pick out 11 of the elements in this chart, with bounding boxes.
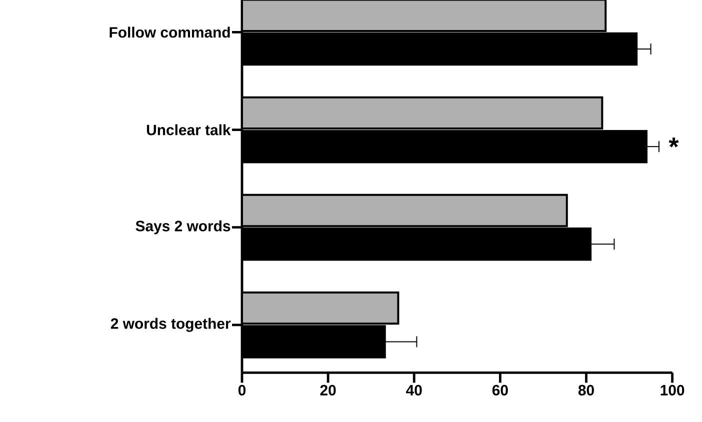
y-tick-label: Follow command [110, 26, 230, 38]
y-tick-label: 2 words together [110, 318, 231, 332]
y-tick-label: Says 2 words [136, 220, 230, 234]
y-tick-label: Unclear talk [146, 124, 231, 136]
x-tick-label: 60 [492, 384, 508, 396]
x-tick-label: 20 [320, 384, 336, 396]
annotation: * [668, 138, 679, 148]
x-tick-label: 40 [406, 384, 422, 396]
x-tick-label: 0 [238, 384, 246, 396]
x-tick-label: 100 [660, 384, 684, 396]
x-tick-label: 80 [578, 384, 594, 396]
